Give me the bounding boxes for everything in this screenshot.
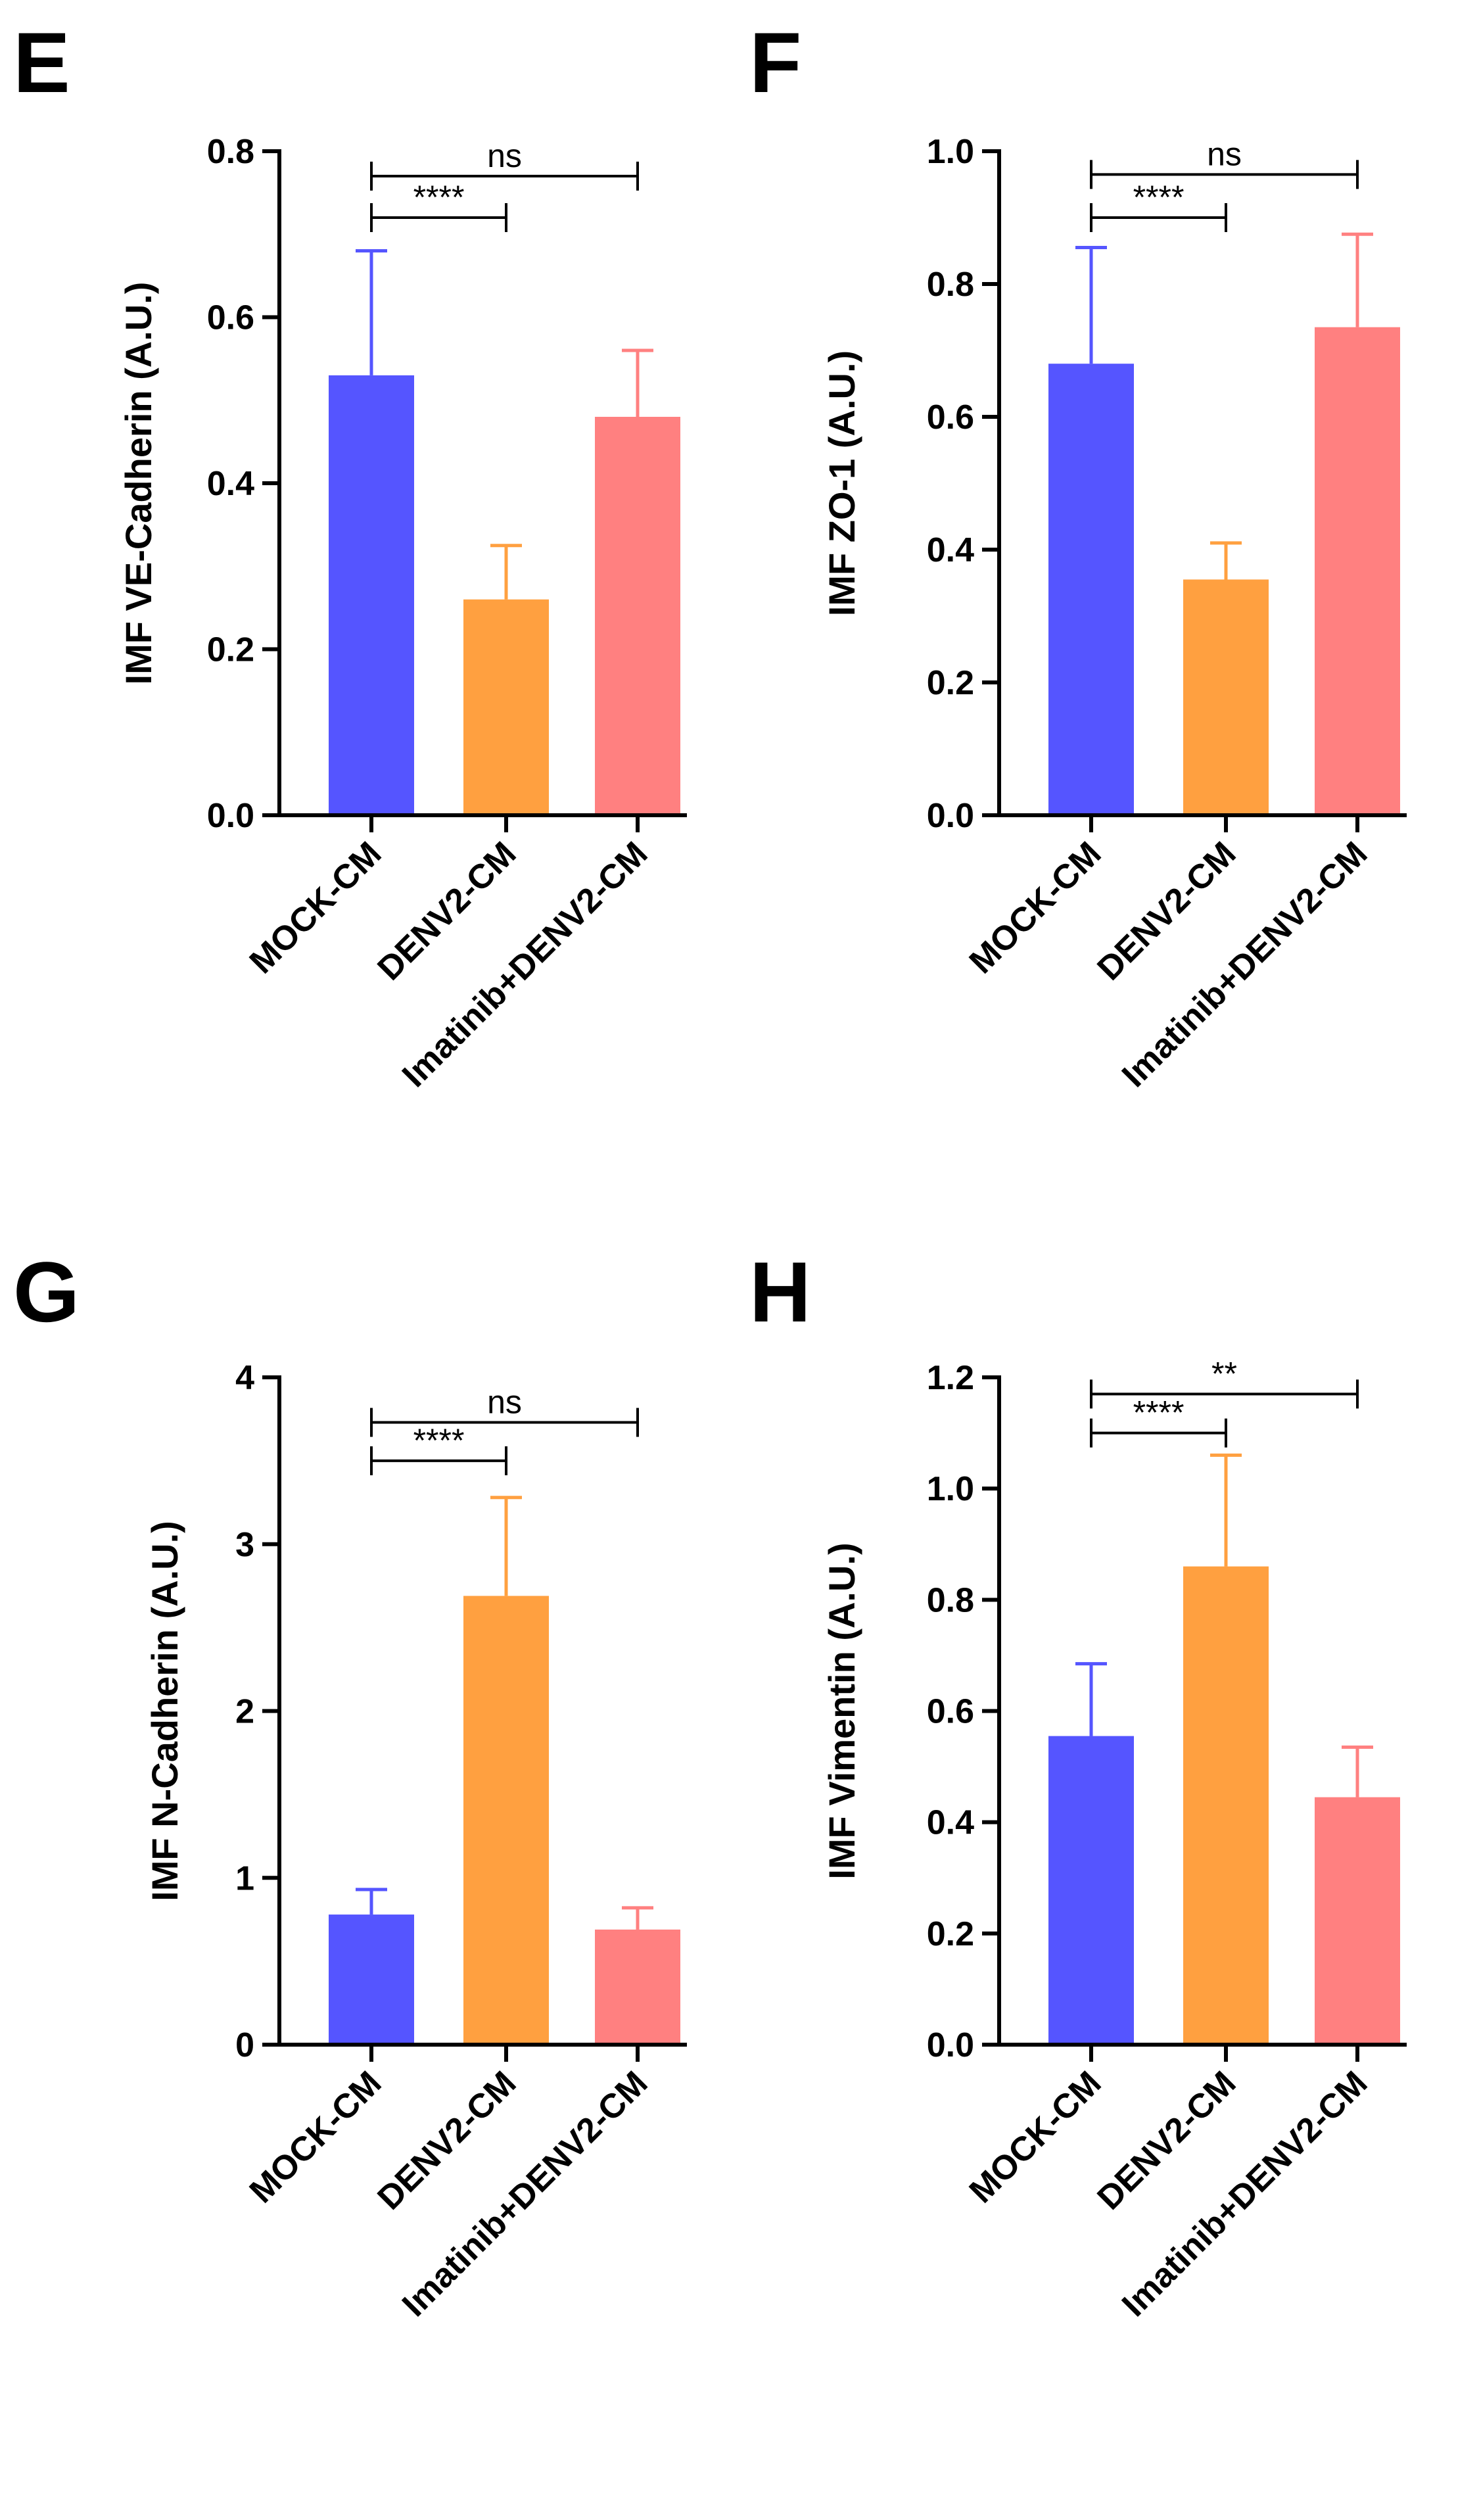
y-tick-label: 0.6 bbox=[927, 1693, 974, 1731]
x-tick-label: MOCK-CM bbox=[243, 834, 389, 981]
panel-letter: G bbox=[13, 1244, 80, 1340]
bar-imatinib-denv2-cm bbox=[1315, 327, 1400, 815]
chart-panel-h: H IMF Vimentin (A.U.) 0.0 0.2 0.4 0.6 0.8 1.0 1.… bbox=[749, 1244, 1407, 2324]
y-axis-label: IMF VE-Cadherin (A.U.) bbox=[118, 282, 159, 685]
y-tick-label: 1.0 bbox=[927, 1470, 974, 1508]
y-tick-label: 3 bbox=[235, 1526, 254, 1564]
y-tick-label: 1.2 bbox=[927, 1359, 974, 1397]
significance-bracket bbox=[370, 203, 507, 232]
bar-denv2-cm bbox=[463, 1596, 549, 2045]
x-tick-label: Imatinib+DENV2-CM bbox=[395, 834, 655, 1094]
bar-mock-cm bbox=[1048, 1736, 1134, 2045]
y-axis-label: IMF Vimentin (A.U.) bbox=[821, 1542, 862, 1879]
bar-denv2-cm bbox=[1183, 1566, 1269, 2045]
chart-panel-e: E IMF VE-Cadherin (A.U.) 0.0 0.2 0.4 0.6 0.8 MO… bbox=[13, 14, 687, 1095]
y-tick-label: 0.6 bbox=[927, 398, 974, 437]
significance-label: ** bbox=[1211, 1355, 1237, 1392]
y-tick-label: 0.2 bbox=[207, 631, 254, 669]
bar-denv2-cm bbox=[1183, 579, 1269, 815]
y-tick-label: 1.0 bbox=[927, 133, 974, 171]
significance-label: ns bbox=[487, 1384, 522, 1421]
x-tick-label: MOCK-CM bbox=[962, 2064, 1109, 2210]
significance-bracket bbox=[1090, 1379, 1359, 1409]
x-tick-label: Imatinib+DENV2-CM bbox=[1115, 2064, 1374, 2323]
chart-panel-f: F IMF ZO-1 (A.U.) 0.0 0.2 0.4 0.6 0.8 1.0 MOCK-C… bbox=[749, 14, 1407, 1095]
significance-label: **** bbox=[413, 1422, 465, 1459]
bar-imatinib-denv2-cm bbox=[1315, 1797, 1400, 2045]
significance-label: ns bbox=[487, 137, 522, 174]
significance-label: ns bbox=[1207, 135, 1242, 172]
y-tick-label: 0.8 bbox=[207, 133, 254, 171]
significance-label: **** bbox=[413, 179, 465, 216]
y-axis-label: IMF ZO-1 (A.U.) bbox=[821, 350, 862, 616]
y-tick-label: 0.0 bbox=[927, 2026, 974, 2064]
y-tick-label: 0.2 bbox=[927, 1915, 974, 1953]
bar-mock-cm bbox=[329, 1914, 414, 2045]
significance-bracket bbox=[1090, 160, 1359, 189]
bar-mock-cm bbox=[1048, 364, 1134, 815]
significance-bracket bbox=[1090, 1418, 1227, 1448]
x-tick-label: Imatinib+DENV2-CM bbox=[1115, 834, 1374, 1094]
x-tick-label: MOCK-CM bbox=[243, 2064, 389, 2210]
y-tick-label: 0.4 bbox=[927, 531, 974, 569]
significance-label: **** bbox=[1133, 179, 1185, 216]
bar-mock-cm bbox=[329, 375, 414, 815]
x-tick-label: MOCK-CM bbox=[962, 834, 1109, 981]
panel-letter: H bbox=[749, 1244, 811, 1340]
bar-imatinib-denv2-cm bbox=[595, 1929, 680, 2045]
bar-imatinib-denv2-cm bbox=[595, 417, 680, 815]
significance-bracket bbox=[370, 161, 639, 191]
y-tick-label: 0.0 bbox=[927, 797, 974, 835]
bar-denv2-cm bbox=[463, 599, 549, 815]
y-tick-label: 0.8 bbox=[927, 1581, 974, 1619]
y-tick-label: 0 bbox=[235, 2026, 254, 2064]
y-axis-label: IMF N-Cadherin (A.U.) bbox=[144, 1521, 185, 1901]
panel-letter: E bbox=[13, 14, 70, 110]
y-tick-label: 0.2 bbox=[927, 664, 974, 702]
y-tick-label: 0.8 bbox=[927, 266, 974, 304]
significance-bracket bbox=[1090, 203, 1227, 232]
y-tick-label: 1 bbox=[235, 1859, 254, 1897]
y-tick-label: 0.0 bbox=[207, 797, 254, 835]
y-tick-label: 4 bbox=[235, 1359, 254, 1397]
y-tick-label: 0.6 bbox=[207, 299, 254, 337]
x-tick-label: Imatinib+DENV2-CM bbox=[395, 2064, 655, 2323]
panel-letter: F bbox=[749, 14, 801, 110]
significance-bracket bbox=[370, 1446, 507, 1475]
y-tick-label: 2 bbox=[235, 1693, 254, 1731]
significance-label: **** bbox=[1133, 1394, 1185, 1431]
y-tick-label: 0.4 bbox=[207, 465, 254, 503]
significance-bracket bbox=[370, 1408, 639, 1437]
y-tick-label: 0.4 bbox=[927, 1804, 974, 1842]
